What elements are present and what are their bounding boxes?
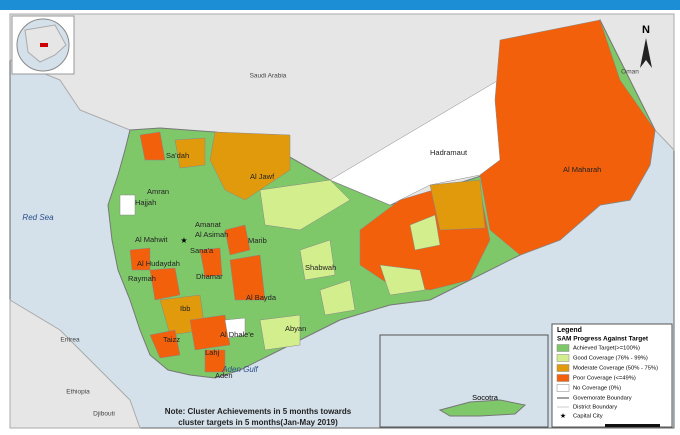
district <box>379 264 426 296</box>
district <box>429 179 486 231</box>
district <box>224 224 251 256</box>
legend-label: Capital City <box>573 414 603 420</box>
legend-title: Legend <box>557 327 582 334</box>
place-label: Hadramaut <box>430 148 468 157</box>
legend-subtitle: SAM Progress Against Target <box>557 336 649 343</box>
district <box>139 131 166 161</box>
district <box>129 247 151 271</box>
district <box>149 329 181 359</box>
legend-swatch <box>556 364 570 372</box>
legend-swatch <box>556 354 570 362</box>
sea-label: Red Sea <box>22 213 54 222</box>
place-label: Shabwah <box>305 263 336 272</box>
place-label: Taizz <box>163 335 180 344</box>
country-label: Djibouti <box>93 411 115 418</box>
district <box>174 137 206 169</box>
district <box>299 239 336 281</box>
north-arrow <box>640 38 652 68</box>
district <box>224 317 246 339</box>
district <box>209 131 291 201</box>
district <box>229 254 266 301</box>
sea-label: Aden Gulf <box>221 365 258 374</box>
district <box>149 267 181 301</box>
place-label: Al Hudaydah <box>137 259 180 268</box>
place-label: Hajjah <box>135 198 156 207</box>
legend-swatch <box>556 344 570 352</box>
place-label: Al Jawf <box>250 172 275 181</box>
place-label: Sana'a <box>190 246 214 255</box>
place-label: Al Asimah <box>195 230 228 239</box>
inset-label: Socotra <box>472 393 499 402</box>
note: cluster targets in 5 months(Jan-May 2019… <box>178 418 338 427</box>
place-label: Al Mahwit <box>135 235 168 244</box>
district <box>119 194 136 216</box>
country-label: Saudi Arabia <box>250 73 287 80</box>
place-label: Marib <box>248 236 267 245</box>
legend-swatch <box>556 384 570 392</box>
legend-label: District Boundary <box>573 405 617 411</box>
socotra-island <box>438 399 527 417</box>
legend-label: Good Coverage (76% - 99%) <box>573 356 648 362</box>
place-label: Al Dhale'e <box>220 330 254 339</box>
north-label: N <box>642 24 650 36</box>
globe-yemen <box>40 43 48 47</box>
place-label: Aden <box>215 371 233 380</box>
scale-bar <box>605 424 660 427</box>
land-africa <box>9 299 141 429</box>
district <box>189 314 231 351</box>
district <box>319 279 356 316</box>
legend-star: ★ <box>560 412 566 420</box>
district <box>204 349 226 373</box>
country-label: Ethiopia <box>66 389 90 396</box>
place-label: Raymah <box>128 274 156 283</box>
capital-star: ★ <box>180 236 187 245</box>
place-label: Sa'dah <box>166 151 189 160</box>
header-bar <box>0 0 680 10</box>
place-label: Abyan <box>285 324 306 333</box>
district <box>259 179 351 231</box>
note: Note: Cluster Achievements in 5 months t… <box>165 407 352 416</box>
place-label: Al Bayda <box>246 293 277 302</box>
place-label: Dhamar <box>196 272 223 281</box>
legend-label: Governorate Boundary <box>573 396 632 402</box>
country-label: Oman <box>621 69 639 76</box>
place-label: Al Maharah <box>563 165 601 174</box>
legend-label: Poor Coverage (<=49%) <box>573 376 636 382</box>
legend-box <box>551 323 673 428</box>
legend-label: Moderate Coverage (50% - 75%) <box>573 366 658 372</box>
district <box>199 247 223 278</box>
district <box>259 314 301 351</box>
country-label: Eritrea <box>60 337 80 344</box>
legend-swatch <box>556 374 570 382</box>
place-label: Lahj <box>205 348 220 357</box>
place-label: Amran <box>147 187 169 196</box>
district <box>409 214 441 251</box>
place-label: Ibb <box>180 304 190 313</box>
legend-label: No Coverage (0%) <box>573 386 621 392</box>
district <box>479 19 656 256</box>
place-label: Amanat <box>195 220 222 229</box>
legend-label: Achieved Target(>=100%) <box>573 346 640 352</box>
